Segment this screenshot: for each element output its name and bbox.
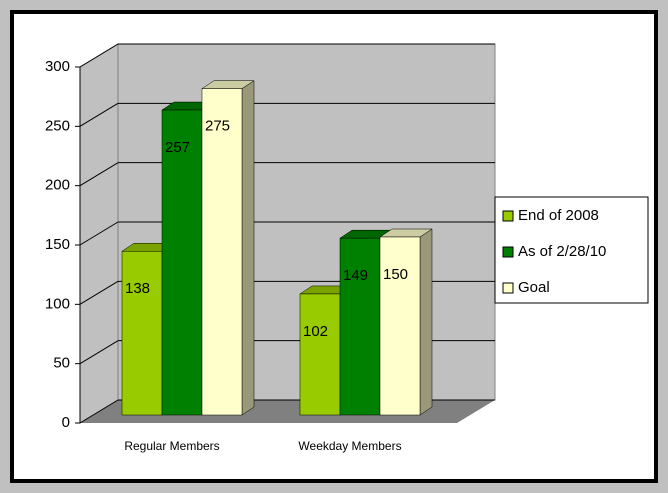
y-tick-label: 300: [45, 58, 70, 75]
x-tick-label: Weekday Members: [298, 439, 401, 453]
y-tick-label: 50: [53, 355, 70, 372]
legend-label: Goal: [518, 279, 550, 296]
legend-label: As of 2/28/10: [518, 243, 606, 260]
grid-line: [79, 162, 119, 187]
grid-line: [79, 399, 119, 424]
legend: End of 2008 As of 2/28/10 Goal: [494, 196, 649, 304]
legend-swatch: [502, 210, 514, 222]
bar-side: [419, 228, 433, 416]
legend-label: End of 2008: [518, 207, 599, 224]
y-tick-label: 200: [45, 177, 70, 194]
bar: [379, 236, 421, 416]
grid-line: [79, 43, 119, 68]
legend-swatch: [502, 246, 514, 258]
bar: [339, 237, 381, 416]
y-tick-label: 150: [45, 236, 70, 253]
data-label: 149: [343, 267, 368, 284]
bar: [201, 88, 243, 416]
data-label: 257: [165, 139, 190, 156]
y-tick-label: 250: [45, 117, 70, 134]
y-tick-label: 100: [45, 295, 70, 312]
legend-box: [494, 196, 649, 304]
bar: [299, 293, 341, 416]
grid-line: [79, 280, 119, 305]
grid-line: [79, 340, 119, 365]
plot-area: 0 50 100 150 200 250 300 Regular Members Weekday…: [45, 43, 496, 453]
data-label: 150: [383, 266, 408, 283]
data-label: 138: [125, 280, 150, 297]
data-label: 102: [303, 323, 328, 340]
bar-side: [241, 80, 255, 416]
grid-line: [79, 221, 119, 246]
bar: [161, 109, 203, 416]
y-tick-label: 0: [62, 414, 70, 431]
legend-swatch: [502, 282, 514, 294]
bar: [121, 250, 163, 416]
grid-line: [79, 102, 119, 127]
x-tick-label: Regular Members: [124, 439, 219, 453]
data-label: 275: [205, 118, 230, 135]
